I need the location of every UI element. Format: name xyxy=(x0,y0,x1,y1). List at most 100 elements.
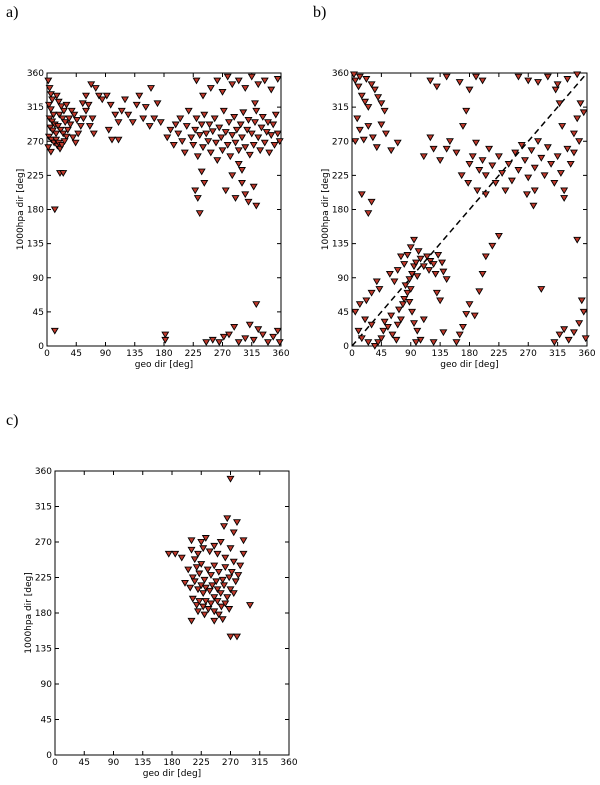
data-point xyxy=(111,111,120,119)
data-point xyxy=(186,584,195,592)
data-point xyxy=(221,554,230,562)
data-point xyxy=(233,633,241,641)
data-point xyxy=(429,339,438,346)
data-point xyxy=(204,606,213,613)
data-point xyxy=(205,121,214,129)
data-point xyxy=(228,172,237,180)
x-tick-label: 270 xyxy=(520,349,537,359)
data-point xyxy=(575,138,584,146)
data-point xyxy=(414,248,423,255)
data-point xyxy=(192,602,201,609)
data-point xyxy=(563,76,572,83)
data-point xyxy=(210,542,219,550)
data-point xyxy=(91,85,100,92)
data-point xyxy=(231,139,240,147)
data-point xyxy=(367,81,376,89)
data-point xyxy=(405,276,414,284)
x-tick-label: 360 xyxy=(272,349,289,359)
data-point xyxy=(452,339,461,346)
data-point xyxy=(265,149,274,157)
data-point xyxy=(540,172,549,180)
data-point xyxy=(364,210,373,218)
y-tick-label: 90 xyxy=(338,274,350,284)
data-point xyxy=(355,126,364,134)
data-point xyxy=(229,529,238,537)
data-point xyxy=(108,136,116,144)
x-tick-label: 315 xyxy=(243,349,260,359)
data-point xyxy=(58,115,67,123)
data-point xyxy=(517,142,526,149)
data-point xyxy=(245,151,254,159)
y-axis-label: 1000hpa dir [deg] xyxy=(16,169,26,250)
data-point xyxy=(581,335,590,343)
scatter-panel-2: 0 45 90 135 180 225 270 315 360 0 45 90 135 180 225 270… xyxy=(321,69,596,370)
y-tick-label: 225 xyxy=(27,171,44,181)
data-point xyxy=(117,107,126,115)
data-point xyxy=(62,101,71,109)
data-point xyxy=(270,142,279,149)
data-point xyxy=(216,538,225,546)
x-axis-label: geo dir [deg] xyxy=(135,360,193,370)
data-point xyxy=(436,157,445,164)
data-point xyxy=(507,177,516,185)
data-point xyxy=(225,606,234,613)
x-tick-label: 0 xyxy=(349,349,355,359)
data-point xyxy=(194,550,202,558)
data-point xyxy=(455,331,464,339)
data-point xyxy=(221,129,230,136)
data-point xyxy=(367,321,376,329)
data-point xyxy=(436,297,445,305)
data-point xyxy=(55,111,64,119)
data-point xyxy=(210,562,219,570)
y-tick-label: 90 xyxy=(41,680,53,690)
data-point xyxy=(59,107,68,115)
data-point xyxy=(48,96,57,104)
data-point xyxy=(62,133,71,141)
data-point xyxy=(442,276,451,284)
data-point xyxy=(82,107,90,115)
x-tick-label: 360 xyxy=(578,349,595,359)
data-point xyxy=(398,301,407,309)
data-point xyxy=(556,170,565,177)
data-point xyxy=(349,71,358,79)
data-point xyxy=(354,83,363,91)
data-point xyxy=(226,633,235,641)
data-point xyxy=(199,603,208,611)
data-point xyxy=(377,121,386,129)
data-point xyxy=(218,576,227,584)
data-point xyxy=(128,119,137,127)
data-point xyxy=(413,273,422,281)
data-point xyxy=(231,578,240,586)
data-point xyxy=(579,308,588,316)
data-point xyxy=(472,73,481,81)
data-point xyxy=(403,251,412,259)
data-point xyxy=(214,568,223,576)
data-point xyxy=(163,134,172,142)
y-tick-label: 315 xyxy=(332,103,349,113)
data-point xyxy=(419,263,428,271)
data-point xyxy=(264,339,272,346)
data-point xyxy=(457,172,466,180)
data-point xyxy=(271,111,280,119)
data-point xyxy=(547,160,556,168)
data-point xyxy=(524,174,533,182)
data-point xyxy=(232,126,241,134)
data-point xyxy=(381,130,390,138)
data-point xyxy=(442,73,451,81)
data-point xyxy=(213,598,222,605)
x-tick-label: 180 xyxy=(461,349,478,359)
data-point xyxy=(372,278,381,286)
data-point xyxy=(396,316,405,324)
data-point xyxy=(153,100,162,108)
data-point xyxy=(395,306,403,314)
x-tick-label: 45 xyxy=(71,349,82,359)
data-point xyxy=(393,267,402,274)
y-tick-label: 270 xyxy=(332,137,349,147)
data-point xyxy=(208,336,217,344)
data-point xyxy=(534,138,543,146)
data-point xyxy=(102,92,111,100)
data-point xyxy=(472,139,481,147)
data-point xyxy=(184,107,193,115)
data-point xyxy=(355,301,364,309)
data-point xyxy=(150,115,159,123)
